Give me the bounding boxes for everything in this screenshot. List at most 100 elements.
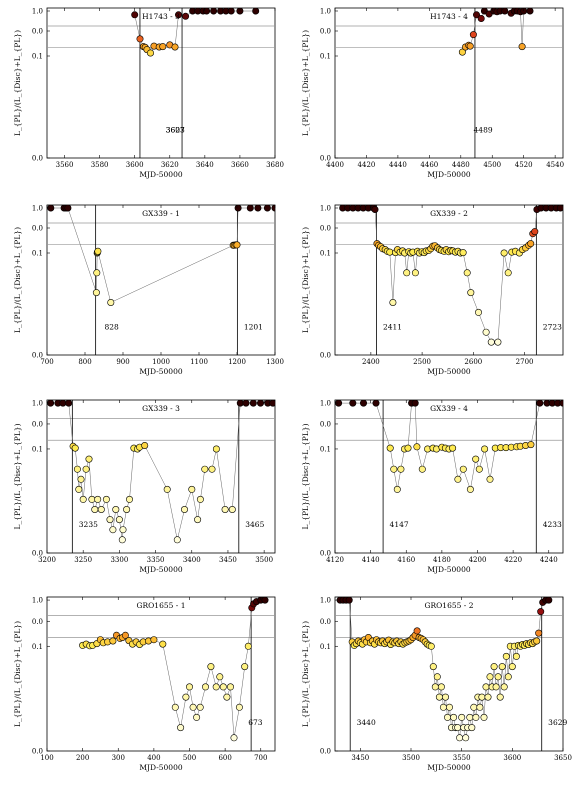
- y-axis-label: L_{PL}/(L_{Disc}+L_{PL}): [13, 30, 22, 136]
- data-point: [476, 703, 484, 711]
- data-point: [439, 703, 447, 711]
- data-point: [79, 495, 87, 503]
- y-tick-label: 1.0: [320, 597, 331, 605]
- data-point: [159, 640, 167, 648]
- x-axis-label: MJD-50000: [427, 565, 470, 574]
- x-tick-label: 3680: [266, 161, 284, 169]
- data-point: [263, 205, 271, 212]
- y-tick-label: 0.1: [32, 53, 43, 61]
- y-tick-label: 0.0: [32, 420, 43, 428]
- data-point: [454, 475, 462, 483]
- data-point: [472, 455, 480, 463]
- x-tick-label: 900: [116, 358, 129, 366]
- data-point: [486, 673, 494, 681]
- data-point: [182, 12, 190, 20]
- x-tick-label: 1300: [266, 358, 284, 366]
- data-point: [107, 298, 115, 306]
- panel-4: 2400 2500 2600 2700 0.0 0.0 0.1 1.0 MJD-50000 L_{…: [301, 205, 564, 376]
- data-point: [159, 43, 167, 51]
- y-tick-label: 0.0: [32, 225, 43, 233]
- x-tick-label: 4180: [433, 556, 451, 564]
- data-point: [480, 713, 488, 721]
- x-tick-label: 100: [40, 754, 53, 762]
- data-point: [484, 693, 492, 701]
- data-point: [459, 249, 467, 257]
- transition-annotation: 4489: [474, 126, 493, 135]
- y-tick-label: 0.0: [32, 748, 43, 756]
- y-tick-label: 0.1: [32, 445, 43, 453]
- data-point: [433, 673, 441, 681]
- data-point: [474, 308, 482, 316]
- data-point: [494, 673, 502, 681]
- y-tick-label: 1.0: [32, 205, 43, 213]
- data-point: [466, 485, 474, 493]
- data-point: [466, 42, 474, 50]
- x-axis-label: MJD-50000: [427, 763, 470, 772]
- transition-annotation: 3627: [166, 126, 185, 135]
- data-point: [454, 724, 462, 732]
- x-tick-label: 3650: [554, 754, 572, 762]
- x-axis-label: MJD-50000: [139, 763, 182, 772]
- x-tick-label: 3640: [196, 161, 214, 169]
- data-point: [468, 724, 476, 732]
- x-tick-label: 400: [147, 754, 160, 762]
- data-point: [121, 631, 129, 639]
- x-tick-label: 4520: [515, 161, 533, 169]
- transition-annotation: 3603: [166, 126, 185, 135]
- data-point: [119, 526, 127, 534]
- data-point: [450, 713, 458, 721]
- data-point: [390, 465, 398, 473]
- panel-2: 4400 4420 4440 4460 4480 4500 4520 4540 0.0 0.0 0.…: [301, 8, 564, 180]
- series-line: [342, 207, 561, 343]
- y-tick-label: 0.1: [320, 643, 331, 651]
- data-point: [234, 205, 242, 212]
- x-tick-label: 500: [183, 754, 196, 762]
- data-point: [437, 683, 445, 691]
- y-axis-label: L_{PL}/(L_{Disc}+L_{PL}): [301, 621, 310, 727]
- data-point: [271, 205, 275, 212]
- data-point: [500, 683, 508, 691]
- data-point: [257, 400, 264, 407]
- data-point: [463, 269, 471, 277]
- data-point: [207, 663, 215, 671]
- y-tick-label: 1.0: [320, 8, 331, 16]
- data-point: [203, 8, 211, 15]
- data-point: [502, 652, 510, 660]
- x-tick-label: 4240: [540, 556, 558, 564]
- data-point: [210, 8, 218, 15]
- data-point: [508, 663, 516, 671]
- data-point: [269, 400, 275, 407]
- data-point: [233, 241, 241, 249]
- data-point: [477, 15, 485, 23]
- plot-frame: [334, 399, 564, 554]
- x-tick-label: 4400: [326, 161, 344, 169]
- x-tick-label: 2600: [464, 358, 482, 366]
- data-point: [64, 205, 72, 212]
- y-axis-label: L_{PL}/(L_{Disc}+L_{PL}): [301, 423, 310, 529]
- data-point: [71, 444, 79, 452]
- data-point: [494, 338, 502, 346]
- x-tick-label: 4440: [389, 161, 407, 169]
- data-point: [171, 703, 179, 711]
- data-point: [227, 683, 235, 691]
- data-point: [469, 31, 477, 39]
- data-point: [94, 495, 102, 503]
- y-tick-label: 1.0: [32, 597, 43, 605]
- x-tick-label: 3600: [503, 754, 521, 762]
- data-point: [482, 683, 490, 691]
- panel-title: GX339 - 4: [430, 404, 468, 413]
- x-tick-label: 3500: [402, 754, 420, 762]
- data-point: [500, 249, 508, 257]
- y-axis-label: L_{PL}/(L_{Disc}+L_{PL}): [13, 423, 22, 529]
- data-point: [212, 445, 220, 453]
- x-axis-label: MJD-50000: [427, 170, 470, 179]
- data-point: [212, 683, 220, 691]
- transition-annotation: 3440: [357, 718, 376, 727]
- data-point: [94, 247, 102, 255]
- data-point: [531, 228, 539, 236]
- data-point: [386, 444, 394, 452]
- x-tick-label: 2500: [413, 358, 431, 366]
- data-point: [91, 505, 99, 513]
- data-point: [492, 683, 500, 691]
- data-point: [445, 703, 453, 711]
